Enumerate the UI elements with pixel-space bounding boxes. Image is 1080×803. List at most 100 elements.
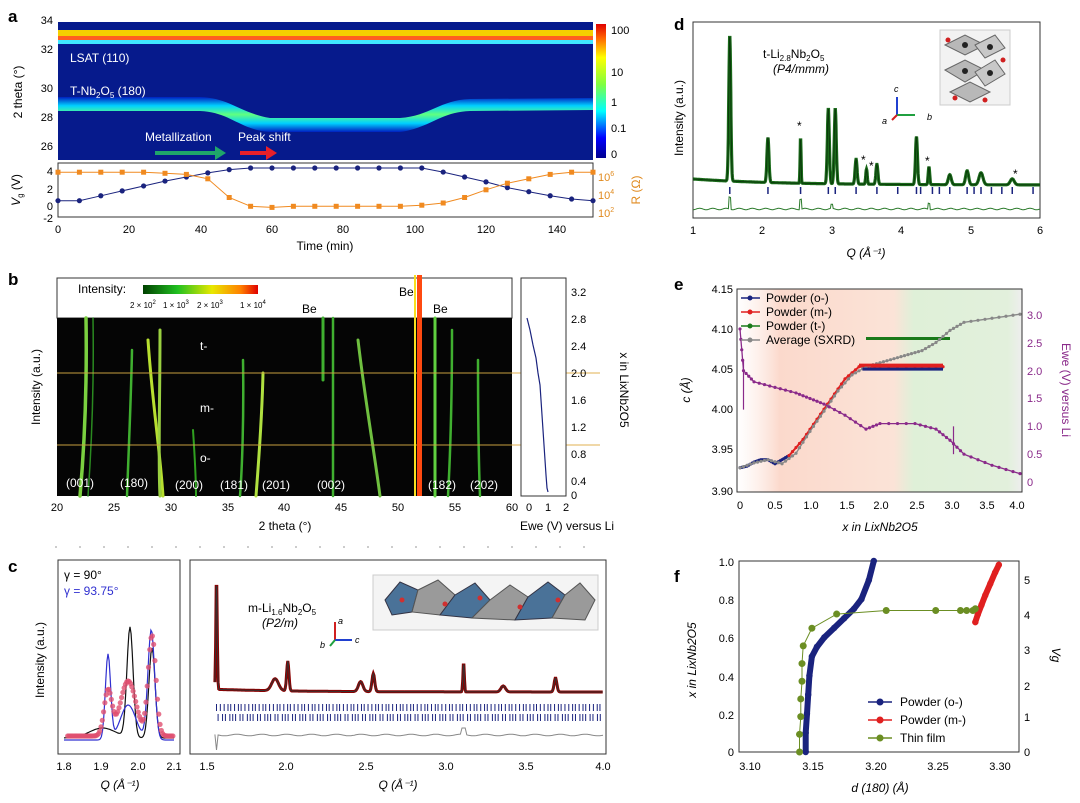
e-point [808,429,812,433]
gamma-93: γ = 93.75° [64,584,119,598]
e-point [773,385,777,389]
e-point [749,377,753,381]
vg-point [226,167,232,173]
e-point [744,371,748,376]
e-point [811,398,816,402]
f-point [974,611,982,618]
rtick: 102 [598,207,614,220]
atom [962,68,968,74]
vg-point [76,198,82,204]
legend-label: Powder (t-) [766,319,825,333]
peak-trace [78,316,88,498]
axis-c: c [355,635,360,645]
e-point [976,458,980,462]
legend-label: Thin film [900,731,945,745]
vg-point [162,178,168,184]
atom [982,97,988,103]
e-point [913,351,917,355]
cbar-tick: 0 [611,149,617,161]
e-point [843,377,847,381]
e-point [794,391,798,395]
e-point [948,328,952,332]
xtick: 0 [55,224,61,236]
lsat-band-mid [58,36,593,40]
r-point [162,170,168,176]
e-point [962,452,966,456]
legend-marker [747,295,753,301]
ytick: 28 [41,112,53,124]
f-point [833,610,841,618]
e-point [1004,314,1008,318]
atom [962,42,968,48]
e-point [906,353,910,357]
ytick: 34 [41,15,53,27]
ytick: 0.8 [719,595,734,607]
data-point [156,711,162,717]
e-point [839,382,844,386]
pattern-calc [214,585,603,693]
panel-letter-e: e [674,275,683,294]
e-point [887,421,891,426]
e-point [843,413,847,417]
f-point [813,643,821,651]
e-point [923,346,928,351]
ytick: 3.2 [571,287,586,299]
c-right-pattern [213,584,604,751]
e-point [881,360,886,364]
label-lsat: LSAT (110) [70,51,129,65]
xtick: 3.15 [802,761,823,773]
peak-trace [446,328,454,498]
xtick: 3.5 [518,761,533,773]
panel-f: f Powder (o-) Powder (m-) Thin film x in… [674,557,1063,795]
e-point [976,318,980,322]
legend-label: Average (SXRD) [766,333,855,347]
curve-gamma-93 [64,628,174,741]
r-point [569,169,575,175]
e-point [916,350,921,354]
r-point [333,203,339,209]
e-point [969,455,973,459]
vg-point [569,196,575,202]
e-point [867,426,872,430]
d-formula: t-Li2.8Nb2O5 [763,47,825,63]
e-point [741,464,746,469]
colorbar-ticks: 100 10 1 0.1 0 [611,25,629,161]
vg-point [333,165,339,171]
r-yticks: 106 104 102 [598,171,614,220]
atom [517,604,523,610]
lsat-band-low [58,40,593,44]
xtick: 3.30 [989,761,1010,773]
r-point [547,171,553,177]
ytick: 0 [728,747,734,759]
f-point [796,730,804,738]
r-point [419,202,425,208]
b-right-xticks: 0 1 2 [526,502,569,514]
data-point [115,709,121,715]
be-peak-strong [417,275,422,496]
r-point [312,203,318,209]
vg-point [55,198,61,204]
e-point [790,454,795,458]
data-point [108,696,114,702]
f-point [865,576,873,584]
e-point [832,394,837,398]
e-point [923,424,928,428]
f-yticks: 1.0 0.8 0.6 0.4 0.2 0 [719,557,734,759]
data-point [147,647,153,653]
vg-point [248,165,254,171]
data-point [129,684,135,690]
peak-trace [157,328,162,498]
vg-point [290,165,296,171]
e-point [941,433,945,437]
xtick: 1 [690,225,696,237]
e-point [740,348,744,352]
e-point [752,380,756,384]
ytick: 2 [1024,681,1030,693]
ytick: 3.0 [1027,310,1042,322]
ytick: 4.00 [712,404,733,416]
be-label-1: Be [302,302,317,316]
xtick: 140 [548,224,566,236]
f-point [995,561,1003,569]
f-point [821,634,828,641]
e-point [941,334,945,339]
